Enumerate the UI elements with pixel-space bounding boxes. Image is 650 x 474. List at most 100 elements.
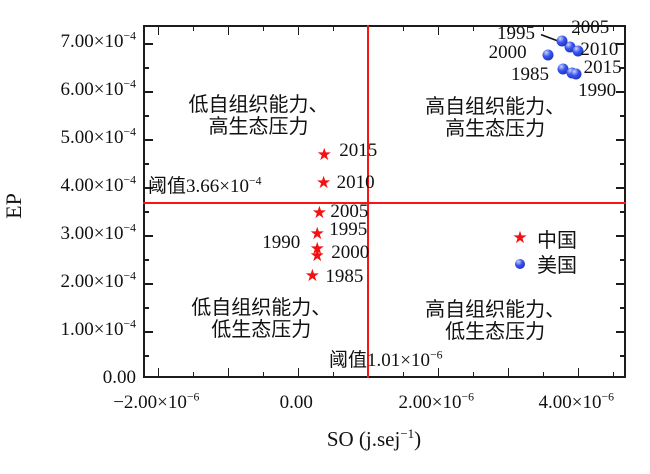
y-axis-tick bbox=[616, 235, 624, 237]
x-axis-tick bbox=[157, 368, 160, 376]
y-axis-tick bbox=[620, 115, 624, 117]
x-axis-tick bbox=[437, 368, 440, 376]
y-axis-tick bbox=[145, 139, 153, 141]
x-axis-tick bbox=[612, 372, 615, 376]
quadrant-label: 高自组织能力、 低生态压力 bbox=[425, 298, 566, 343]
usa-data-point-ball bbox=[556, 35, 568, 47]
x-axis-tick-label: 0.00 bbox=[279, 392, 313, 413]
y-axis-tick bbox=[620, 307, 624, 309]
china-data-point-star: ★ bbox=[309, 245, 325, 266]
year-label: 2010 bbox=[336, 171, 375, 193]
y-axis-tick bbox=[145, 163, 149, 165]
y-axis-tick bbox=[620, 355, 624, 357]
legend-item-china: ★ 中国 bbox=[512, 226, 577, 253]
x-axis-tick-label: 2.00×10−6 bbox=[398, 390, 475, 413]
x-axis-tick bbox=[192, 27, 195, 31]
y-axis-tick-label: 5.00×10−4 bbox=[60, 125, 137, 148]
x-axis-tick bbox=[332, 27, 335, 31]
x-axis-tick bbox=[402, 27, 405, 31]
year-label: 1985 bbox=[325, 266, 364, 288]
y-axis-tick bbox=[145, 307, 149, 309]
year-label: 2005 bbox=[571, 16, 610, 38]
x-axis-tick bbox=[402, 372, 405, 376]
legend-item-usa: 美国 bbox=[512, 251, 577, 277]
usa-data-point-ball bbox=[557, 63, 569, 75]
y-axis-tick bbox=[145, 43, 153, 45]
star-marker-icon: ★ bbox=[512, 228, 528, 248]
y-axis-tick bbox=[145, 331, 153, 333]
china-data-point-star: ★ bbox=[316, 144, 332, 165]
china-data-point-star: ★ bbox=[309, 238, 325, 259]
y-axis-tick bbox=[616, 283, 624, 285]
x-axis-tick bbox=[332, 372, 335, 376]
y-axis-tick bbox=[616, 43, 624, 45]
y-axis-tick bbox=[616, 91, 624, 93]
y-axis-tick-label: 3.00×10−4 bbox=[60, 221, 137, 244]
horizontal-threshold-label: 阈值3.66×10−4 bbox=[148, 174, 262, 198]
usa-data-point-ball bbox=[564, 41, 576, 53]
year-label: 2005 bbox=[330, 200, 369, 222]
y-axis-tick bbox=[145, 283, 153, 285]
x-axis-tick bbox=[437, 27, 440, 35]
y-axis-tick bbox=[145, 67, 149, 69]
x-axis-title: SO (j.sej−1) bbox=[326, 426, 422, 451]
quadrant-label: 低自组织能力、 低生态压力 bbox=[191, 296, 332, 341]
year-label: 1985 bbox=[511, 63, 549, 85]
x-axis-tick bbox=[472, 27, 475, 31]
plot-area bbox=[143, 25, 626, 378]
usa-data-point-ball bbox=[570, 68, 582, 80]
y-axis-tick bbox=[145, 91, 153, 93]
x-axis-tick bbox=[227, 27, 230, 35]
x-axis-tick bbox=[262, 27, 265, 31]
y-axis-title: EP bbox=[1, 193, 26, 219]
x-axis-tick bbox=[297, 27, 300, 35]
legend: ★ 中国 美国 bbox=[512, 226, 577, 278]
y-axis-tick bbox=[620, 259, 624, 261]
x-axis-tick bbox=[262, 372, 265, 376]
y-axis-tick-label: 1.00×10−4 bbox=[60, 317, 137, 340]
x-axis-tick bbox=[472, 372, 475, 376]
y-axis-tick bbox=[616, 139, 624, 141]
x-axis-tick bbox=[507, 368, 510, 376]
vertical-threshold-line bbox=[367, 25, 369, 378]
china-data-point-star: ★ bbox=[304, 265, 321, 286]
x-axis-tick bbox=[612, 27, 615, 31]
year-label: 1990 bbox=[578, 80, 617, 102]
y-axis-tick-label: 6.00×10−4 bbox=[60, 77, 137, 100]
quadrant-label: 高自组织能力、 高生态压力 bbox=[425, 95, 566, 140]
legend-label-china: 中国 bbox=[537, 230, 577, 252]
china-data-point-star: ★ bbox=[315, 172, 332, 193]
y-axis-tick-label: 4.00×10−4 bbox=[60, 173, 137, 196]
x-axis-tick bbox=[227, 368, 230, 376]
x-axis-tick bbox=[157, 27, 160, 35]
year-label: 1990 bbox=[262, 231, 301, 253]
year-label: 1995 bbox=[497, 22, 535, 44]
y-axis-tick bbox=[616, 331, 624, 333]
year-label: 2010 bbox=[580, 38, 619, 60]
x-axis-tick bbox=[577, 27, 580, 35]
x-axis-tick-label: −2.00×10−6 bbox=[113, 390, 200, 413]
y-axis-tick bbox=[145, 211, 149, 213]
x-axis-tick-label: 4.00×10−6 bbox=[538, 390, 615, 413]
china-data-point-star: ★ bbox=[311, 202, 328, 223]
y-axis-tick bbox=[620, 67, 624, 69]
y-axis-tick bbox=[620, 163, 624, 165]
year-label: 2000 bbox=[331, 241, 370, 263]
y-axis-tick bbox=[145, 355, 149, 357]
x-axis-tick bbox=[542, 27, 545, 31]
y-axis-tick bbox=[145, 235, 153, 237]
usa-data-point-ball bbox=[542, 49, 554, 61]
y-axis-tick bbox=[616, 187, 624, 189]
year-label: 2015 bbox=[339, 139, 378, 161]
legend-label-usa: 美国 bbox=[537, 255, 577, 277]
y-axis-tick-label: 2.00×10−4 bbox=[60, 269, 137, 292]
usa-data-point-ball bbox=[572, 45, 584, 57]
x-axis-tick bbox=[192, 372, 195, 376]
x-axis-tick bbox=[542, 372, 545, 376]
horizontal-threshold-line bbox=[143, 202, 626, 204]
y-axis-tick-label: 0.00 bbox=[102, 367, 136, 388]
year-label: 2000 bbox=[488, 41, 527, 63]
year-label: 1995 bbox=[329, 218, 368, 240]
x-axis-tick bbox=[297, 368, 300, 376]
